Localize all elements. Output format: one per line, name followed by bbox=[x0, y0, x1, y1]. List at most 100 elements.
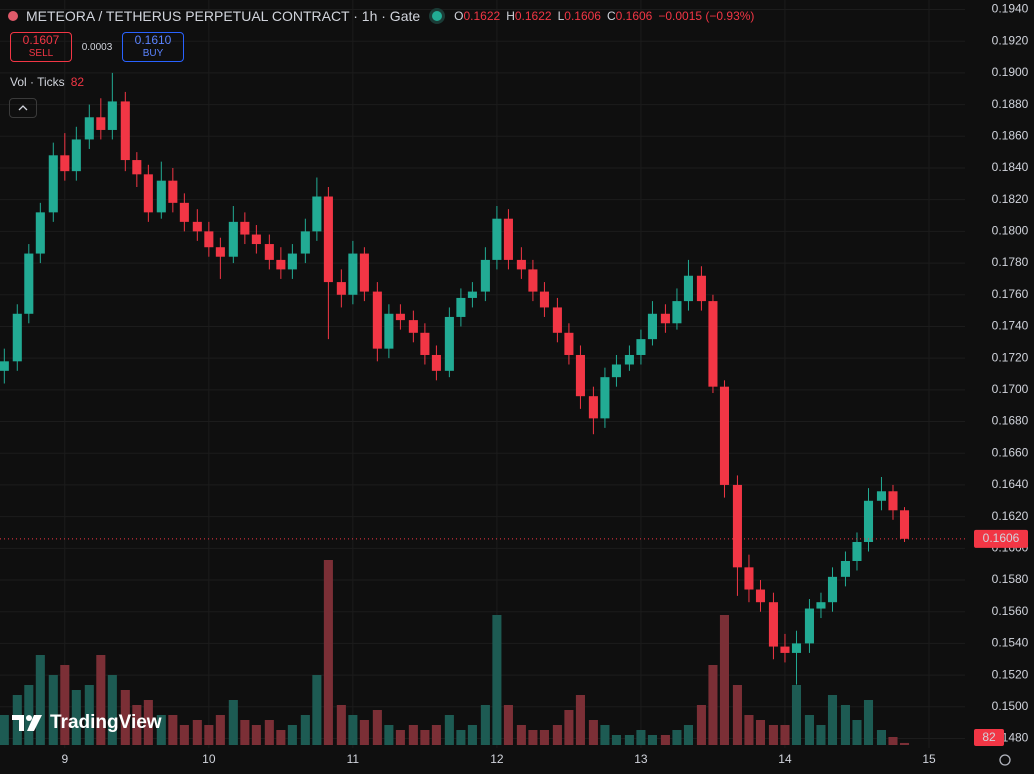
y-tick-label: 0.1880 bbox=[992, 97, 1029, 111]
y-tick-label: 0.1580 bbox=[992, 572, 1029, 586]
spread: 0.0003 bbox=[81, 41, 113, 53]
candle-body bbox=[408, 320, 418, 333]
candle-body bbox=[300, 231, 310, 254]
candle-body bbox=[120, 101, 130, 161]
volume-bar bbox=[804, 715, 814, 745]
volume-bar bbox=[395, 730, 405, 745]
volume-bar bbox=[84, 685, 94, 745]
y-tick-label: 0.1680 bbox=[992, 414, 1029, 428]
candle-body bbox=[264, 244, 274, 260]
candle-body bbox=[323, 196, 333, 283]
candle-body bbox=[0, 361, 9, 371]
candle-body bbox=[420, 332, 430, 355]
candle-body bbox=[899, 510, 910, 539]
volume-bar bbox=[444, 715, 454, 745]
x-tick-label: 14 bbox=[778, 752, 792, 766]
volume-bar bbox=[156, 715, 166, 745]
candle-body bbox=[48, 155, 58, 213]
candle-body bbox=[636, 339, 646, 355]
x-tick-label: 9 bbox=[61, 752, 68, 766]
sell-label: SELL bbox=[28, 48, 54, 59]
ohlc-key: C bbox=[606, 9, 616, 23]
volume-bar bbox=[876, 730, 886, 745]
volume-bar bbox=[48, 675, 58, 745]
volume-bar bbox=[348, 715, 358, 745]
volume-bar bbox=[312, 675, 322, 745]
last-price-tag bbox=[974, 529, 1028, 548]
volume-bar bbox=[672, 730, 682, 745]
volume-bar bbox=[755, 720, 766, 745]
y-tick-label: 0.1740 bbox=[992, 319, 1029, 333]
volume-bar bbox=[744, 715, 754, 745]
volume-bar bbox=[696, 705, 706, 745]
volume-bar bbox=[863, 700, 874, 745]
ohlc-item: L0.1606 bbox=[558, 9, 601, 23]
y-tick-label: 0.1840 bbox=[992, 160, 1029, 174]
candle-body bbox=[516, 259, 526, 270]
candle-body bbox=[204, 231, 214, 248]
buy-button[interactable]: 0.1610 BUY bbox=[122, 32, 184, 62]
candle-body bbox=[372, 291, 382, 349]
symbol-icon bbox=[8, 11, 18, 21]
candle-body bbox=[768, 602, 778, 647]
candle-body bbox=[348, 253, 358, 295]
volume-bar bbox=[624, 735, 634, 745]
candle-body bbox=[480, 259, 490, 292]
buy-price: 0.1610 bbox=[134, 33, 172, 47]
grid bbox=[0, 0, 965, 748]
volume-bar bbox=[323, 560, 333, 745]
market-status bbox=[432, 11, 443, 21]
volume-bar bbox=[228, 700, 238, 745]
volume-bar bbox=[0, 715, 9, 745]
y-tick-label: 0.1860 bbox=[992, 128, 1029, 142]
candle-body bbox=[336, 282, 346, 295]
candle-body bbox=[240, 221, 250, 235]
candle-body bbox=[744, 567, 754, 590]
ohlc-value: −0.0015 (−0.93%) bbox=[658, 9, 755, 23]
ohlc-key: H bbox=[506, 9, 515, 23]
y-tick-label: 0.1520 bbox=[992, 667, 1029, 681]
candle-body bbox=[359, 253, 369, 292]
candle-body bbox=[467, 291, 477, 298]
volume-bar bbox=[420, 730, 430, 745]
candle-body bbox=[888, 491, 898, 511]
collapse-button[interactable] bbox=[9, 98, 37, 118]
volume-bar bbox=[600, 725, 610, 745]
volume-bar bbox=[827, 695, 838, 745]
volume-bar bbox=[492, 615, 502, 745]
x-tick-label: 13 bbox=[634, 752, 648, 766]
volume-layer bbox=[0, 560, 910, 745]
volume-title: Vol · Ticks bbox=[10, 75, 65, 89]
volume-bar bbox=[431, 725, 441, 745]
candle-body bbox=[863, 500, 874, 542]
ohlc-item: O0.1622 bbox=[454, 9, 500, 23]
candle-body bbox=[96, 117, 106, 130]
y-tick-label: 0.1540 bbox=[992, 636, 1029, 650]
volume-bar bbox=[204, 725, 214, 745]
candle-body bbox=[852, 541, 862, 561]
candle-body bbox=[456, 297, 466, 317]
volume-bar bbox=[456, 730, 466, 745]
volume-bar bbox=[588, 720, 598, 745]
volume-bar bbox=[120, 690, 130, 745]
volume-bar bbox=[384, 725, 394, 745]
header: METEORA / TETHERUS PERPETUAL CONTRACT · … bbox=[8, 6, 754, 26]
volume-bar bbox=[240, 720, 250, 745]
brand-name: TradingView bbox=[50, 712, 162, 733]
volume-bar bbox=[287, 725, 297, 745]
candle-body bbox=[575, 354, 585, 397]
volume-value: 82 bbox=[70, 75, 85, 89]
candle-body bbox=[60, 155, 70, 172]
ohlc-value: 0.1622 bbox=[514, 9, 552, 23]
candle-body bbox=[696, 275, 706, 302]
candle-body bbox=[827, 576, 838, 603]
candle-body bbox=[624, 354, 634, 365]
volume-bar bbox=[683, 725, 693, 745]
trade-buttons: 0.1607 SELL 0.0003 0.1610 BUY bbox=[10, 32, 184, 62]
sell-button[interactable]: 0.1607 SELL bbox=[10, 32, 72, 62]
candle-body bbox=[876, 491, 886, 501]
candle-body bbox=[791, 643, 802, 653]
candle-body bbox=[287, 253, 297, 270]
